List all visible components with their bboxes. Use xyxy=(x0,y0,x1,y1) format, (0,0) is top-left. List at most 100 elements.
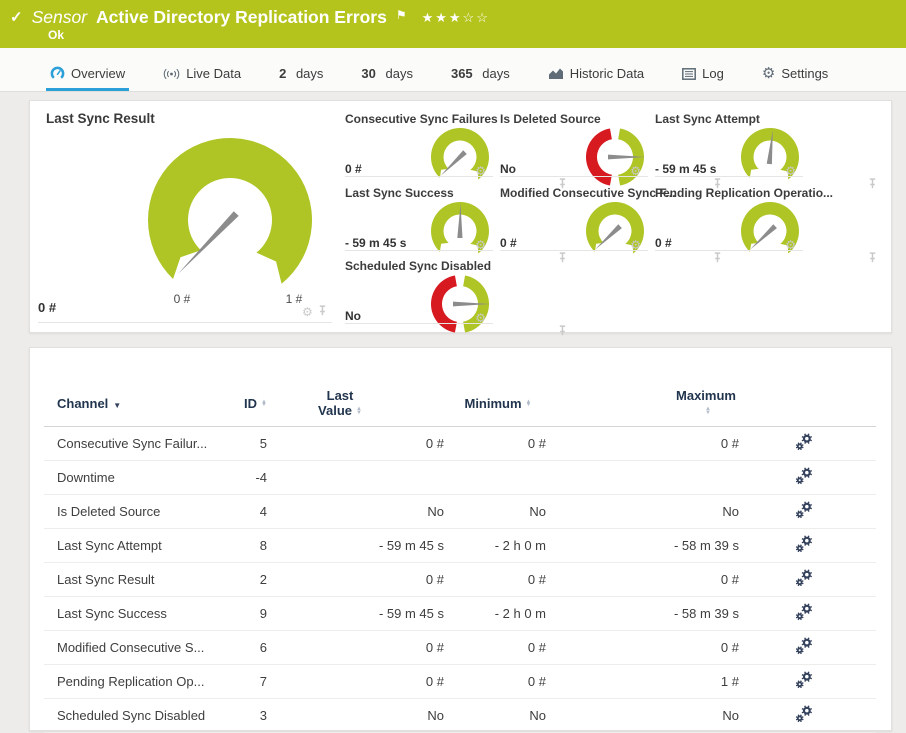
tab-log[interactable]: Log xyxy=(678,60,728,91)
main-gauge-max-label: 1 # xyxy=(285,292,303,306)
channel-maximum: - 58 m 39 s xyxy=(555,528,750,563)
table-row[interactable]: Last Sync Result 2 0 #0 #0 # xyxy=(44,562,876,597)
gauge-value: No xyxy=(500,162,516,176)
tab-historic-data[interactable]: Historic Data xyxy=(544,60,648,91)
channel-settings-icon[interactable] xyxy=(795,705,813,726)
channel-settings-icon[interactable] xyxy=(795,501,813,522)
channel-name: Modified Consecutive S... xyxy=(44,630,230,665)
channel-actions-cell xyxy=(750,494,876,529)
channel-maximum: 1 # xyxy=(555,664,750,699)
channel-minimum: - 2 h 0 m xyxy=(450,528,555,563)
gauge-gear-icon[interactable]: ⚙ xyxy=(475,237,486,252)
channels-table: Channel ▼ ID ▲ ▼ Last Value ▲ ▼ Minimum ▲ ▼ Maximum ▲… xyxy=(44,380,876,733)
tab-2-days[interactable]: 2 days xyxy=(275,60,327,91)
gauge-actions: ⚙ xyxy=(475,311,566,336)
tab-settings[interactable]: ⚙ Settings xyxy=(758,60,832,91)
channel-settings-icon[interactable] xyxy=(795,671,813,692)
priority-stars[interactable]: ★★★☆☆ xyxy=(421,9,490,25)
live-icon xyxy=(163,68,180,80)
gauge-tile-last-sync-attempt[interactable]: Last Sync Attempt - 59 m 45 s ⚙ xyxy=(655,112,876,189)
tab-label: Settings xyxy=(781,66,829,81)
radial-gauge xyxy=(585,201,644,254)
channel-settings-icon[interactable] xyxy=(795,467,813,488)
channel-maximum: - 58 m 39 s xyxy=(555,596,750,631)
flag-icon[interactable]: ⚑ xyxy=(395,7,407,22)
sensor-header-bar: ✓ Sensor Active Directory Replication Er… xyxy=(0,0,906,48)
page-title: Active Directory Replication Errors xyxy=(96,7,387,27)
channel-last-value: 0 # xyxy=(285,562,450,597)
channel-actions-cell xyxy=(750,528,876,563)
channel-maximum: No xyxy=(555,698,750,733)
column-header-last-value[interactable]: Last Value ▲ ▼ xyxy=(285,380,450,427)
column-header-id[interactable]: ID ▲ ▼ xyxy=(230,380,285,427)
gauge-tile-scheduled-sync-disabled[interactable]: Scheduled Sync Disabled No ⚙ xyxy=(345,259,566,336)
channel-name: Last Sync Result xyxy=(44,562,230,597)
gauge-gear-icon[interactable]: ⚙ xyxy=(785,237,796,252)
column-header-channel[interactable]: Channel ▼ xyxy=(44,380,230,427)
column-label: ID xyxy=(244,395,258,411)
table-row[interactable]: Last Sync Success 9- 59 m 45 s- 2 h 0 m- … xyxy=(44,596,876,631)
sort-icon: ▲ ▼ xyxy=(356,406,362,416)
gauge-gear-icon[interactable]: ⚙ xyxy=(630,237,641,252)
channel-minimum: 0 # xyxy=(450,664,555,699)
table-row[interactable]: Is Deleted Source 4 No No No xyxy=(44,494,876,529)
channel-settings-icon[interactable] xyxy=(795,603,813,624)
table-row[interactable]: Scheduled Sync Disabled 3 No No No xyxy=(44,698,876,733)
radial-gauge xyxy=(740,128,799,180)
divider xyxy=(655,176,803,177)
channel-last-value: 0 # xyxy=(285,426,450,461)
gauge-actions: ⚙ xyxy=(630,237,721,262)
table-row[interactable]: Downtime -4 xyxy=(44,460,876,495)
historic-icon xyxy=(548,67,564,80)
gauge-icon xyxy=(50,66,65,81)
table-row[interactable]: Consecutive Sync Failur... 5 0 #0 #0 # xyxy=(44,426,876,461)
channel-actions-cell xyxy=(750,426,876,461)
gauge-actions: ⚙ xyxy=(785,237,876,262)
main-gauge-value: 0 # xyxy=(38,300,57,315)
gauge-value: - 59 m 45 s xyxy=(655,162,717,176)
status-check-icon: ✓ xyxy=(10,9,23,26)
channel-last-value: - 59 m 45 s xyxy=(285,596,450,631)
gauge-value: 0 # xyxy=(500,235,517,250)
gauge-pin-icon[interactable] xyxy=(318,303,327,321)
boolean-gauge xyxy=(430,275,490,333)
tab-overview[interactable]: Overview xyxy=(46,60,130,91)
channel-last-value: 0 # xyxy=(285,664,450,699)
channel-settings-icon[interactable] xyxy=(795,433,813,454)
gauge-gear-icon[interactable]: ⚙ xyxy=(785,164,796,178)
gauge-value: 0 # xyxy=(345,162,362,176)
gauge-gear-icon[interactable]: ⚙ xyxy=(475,164,486,178)
settings-icon: ⚙ xyxy=(761,65,776,82)
channel-settings-icon[interactable] xyxy=(795,535,813,556)
gauge-tile-last-sync-success[interactable]: Last Sync Success - 59 m 45 s ⚙ xyxy=(345,186,566,262)
channel-actions-cell xyxy=(750,698,876,733)
gauge-actions: ⚙ xyxy=(785,164,876,189)
gauge-gear-icon[interactable]: ⚙ xyxy=(630,164,641,178)
gauge-gear-icon[interactable]: ⚙ xyxy=(302,305,313,319)
channel-last-value: 0 # xyxy=(285,630,450,665)
column-header-minimum[interactable]: Minimum ▲ ▼ xyxy=(450,380,555,427)
channel-id: 8 xyxy=(230,528,285,563)
gauge-gear-icon[interactable]: ⚙ xyxy=(475,311,486,325)
column-label: Minimum xyxy=(464,395,522,411)
gauge-title: Pending Replication Operatio... xyxy=(655,185,834,200)
channel-settings-icon[interactable] xyxy=(795,569,813,590)
radial-gauge xyxy=(740,201,799,254)
column-label: Maximum xyxy=(676,388,736,403)
tab-live-data[interactable]: Live Data xyxy=(159,60,245,91)
gauge-tile-is-deleted-source[interactable]: Is Deleted Source No ⚙ xyxy=(500,112,721,189)
table-row[interactable]: Modified Consecutive S... 6 0 #0 #0 # xyxy=(44,630,876,665)
channel-minimum: 0 # xyxy=(450,630,555,665)
table-row[interactable]: Last Sync Attempt 8- 59 m 45 s- 2 h 0 m- … xyxy=(44,528,876,563)
table-row[interactable]: Pending Replication Op... 7 0 #0 #1 # xyxy=(44,664,876,699)
tab-30-days[interactable]: 30 days xyxy=(357,60,417,91)
channel-minimum: 0 # xyxy=(450,562,555,597)
channel-actions-cell xyxy=(750,596,876,631)
tab-365-days[interactable]: 365 days xyxy=(447,60,514,91)
gauge-tile-consecutive-sync-failures[interactable]: Consecutive Sync Failures 0 # ⚙ xyxy=(345,112,566,189)
gauge-tile-modified-consecutive-sync-f[interactable]: Modified Consecutive Sync F... 0 # ⚙ xyxy=(500,186,721,262)
channel-settings-icon[interactable] xyxy=(795,637,813,658)
main-gauge-title: Last Sync Result xyxy=(46,111,155,126)
gauge-tile-pending-replication-operatio[interactable]: Pending Replication Operatio... 0 # ⚙ xyxy=(655,185,876,262)
column-header-maximum[interactable]: Maximum ▲ ▼ xyxy=(555,380,750,427)
